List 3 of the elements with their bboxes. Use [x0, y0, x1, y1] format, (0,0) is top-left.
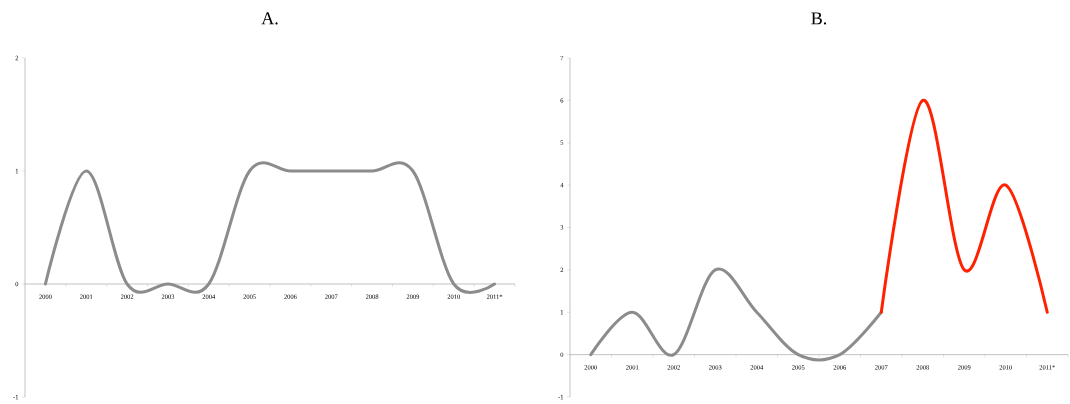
- chart-title: A.: [261, 12, 278, 25]
- chart-title: B.: [811, 12, 827, 25]
- line-series: [879, 98, 1049, 314]
